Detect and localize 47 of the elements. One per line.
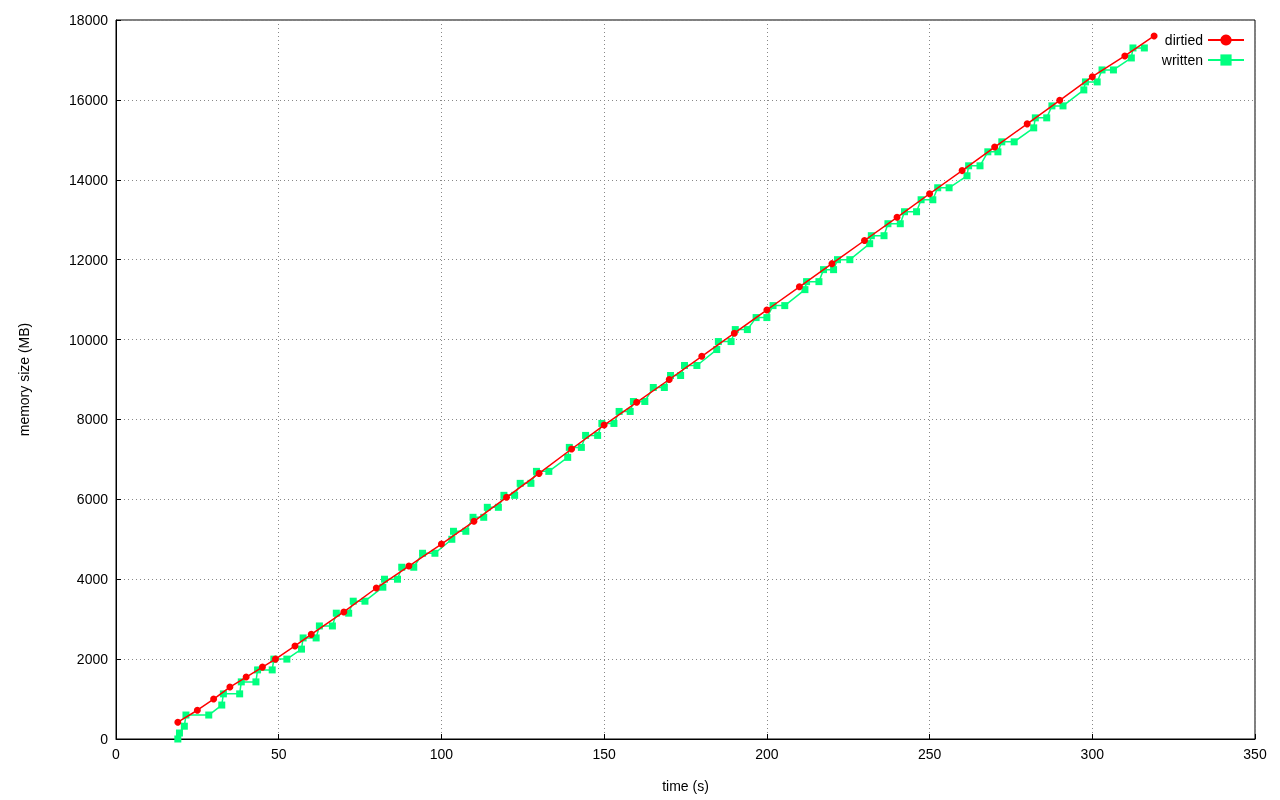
x-tick-label: 250	[917, 746, 942, 762]
y-tick-label: 0	[100, 731, 109, 747]
point	[258, 663, 266, 671]
x-tick-label: 150	[592, 746, 617, 762]
point	[991, 143, 999, 151]
y-tick-label: 6000	[76, 491, 109, 508]
point	[437, 540, 445, 548]
point	[193, 706, 201, 714]
y-tick-label: 12000	[69, 251, 109, 268]
point	[174, 718, 182, 726]
x-tick-label: 350	[1243, 746, 1267, 762]
point	[633, 398, 641, 406]
point	[1088, 73, 1096, 81]
point	[307, 630, 315, 638]
x-tick-label: 200	[755, 746, 779, 762]
point	[242, 673, 250, 681]
point	[1023, 120, 1031, 128]
x-tick-label: 100	[429, 746, 454, 762]
point	[860, 236, 868, 244]
point	[1056, 96, 1064, 104]
legend-label: dirtied	[1164, 32, 1203, 48]
x-tick-label: 300	[1080, 746, 1105, 762]
point	[698, 352, 706, 360]
y-tick-label: 4000	[76, 571, 109, 588]
point	[958, 167, 966, 175]
x-axis-title: time (s)	[662, 778, 709, 794]
point	[893, 213, 901, 221]
point	[210, 695, 218, 703]
x-tick-label: 0	[112, 746, 121, 762]
point	[372, 584, 380, 592]
point	[470, 517, 478, 525]
point	[926, 190, 934, 198]
point	[340, 608, 348, 616]
y-tick-label: 14000	[69, 171, 109, 188]
point	[828, 260, 836, 268]
point	[665, 376, 673, 383]
legend-label: written	[1160, 52, 1203, 68]
x-tick-label: 50	[270, 746, 287, 762]
y-tick-label: 16000	[69, 91, 109, 108]
point	[226, 683, 234, 691]
y-axis-title: memory size (MB)	[16, 322, 32, 437]
point	[1121, 52, 1129, 60]
y-tick-label: 2000	[76, 651, 109, 668]
point	[795, 283, 803, 291]
y-tick-label: 8000	[76, 411, 109, 428]
y-tick-label: 10000	[69, 331, 109, 348]
y-tick-label: 18000	[69, 12, 109, 28]
